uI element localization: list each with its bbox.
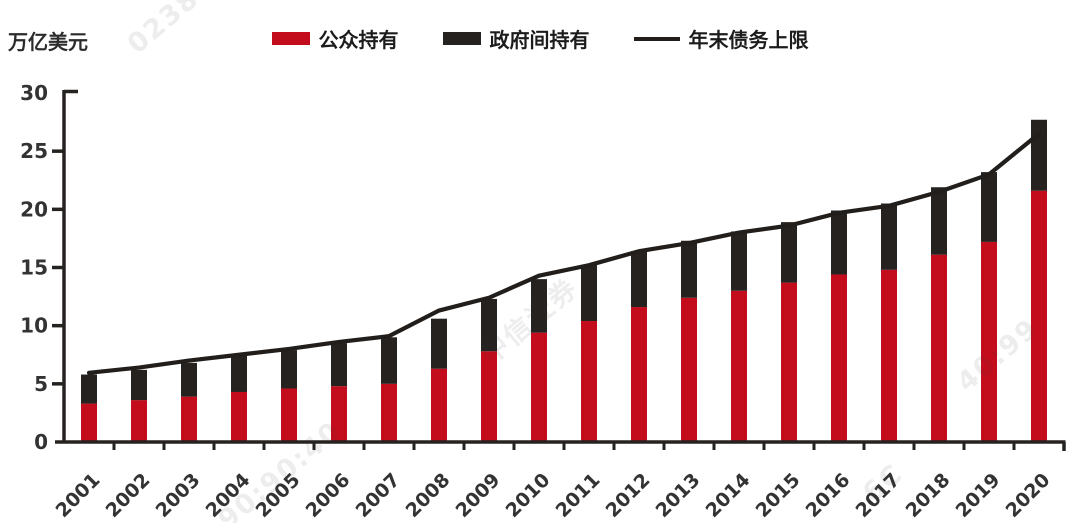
x-tick-label-2006: 2006 <box>302 469 355 522</box>
x-tick-label-2001: 2001 <box>52 469 105 522</box>
bar-public-2014 <box>731 290 747 442</box>
bar-intragov-2016 <box>831 210 847 275</box>
x-tick-label-2020: 2020 <box>1002 469 1055 522</box>
bar-public-2001 <box>81 403 97 442</box>
y-tick-label-10: 10 <box>20 314 48 338</box>
x-tick-label-2012: 2012 <box>602 469 655 522</box>
bar-public-2006 <box>331 386 347 442</box>
ceiling-line-series <box>86 131 1042 375</box>
y-tick-label-25: 25 <box>20 139 48 163</box>
x-tick-label-2015: 2015 <box>752 469 805 522</box>
x-tick-label-2017: 2017 <box>852 469 905 522</box>
y-tick-label-20: 20 <box>20 197 48 221</box>
x-tick-label-2013: 2013 <box>652 469 705 522</box>
bar-public-2008 <box>431 368 447 442</box>
x-tick-label-2003: 2003 <box>152 469 205 522</box>
bar-public-2007 <box>381 383 397 442</box>
bar-intragov-2008 <box>431 318 447 369</box>
legend-label-public: 公众持有 <box>318 28 399 52</box>
bar-public-2020 <box>1031 190 1047 442</box>
bar-public-2019 <box>981 241 997 442</box>
y-tick-label-30: 30 <box>20 81 48 105</box>
bar-public-2002 <box>131 400 147 442</box>
bar-intragov-2005 <box>281 350 297 389</box>
legend-swatch-ceiling-line-icon <box>633 36 680 41</box>
bar-public-2003 <box>181 396 197 442</box>
y-tick-label-0: 0 <box>34 430 48 454</box>
bar-intragov-2011 <box>581 265 597 322</box>
bar-intragov-2013 <box>681 240 697 298</box>
bar-intragov-2004 <box>231 355 247 392</box>
legend-label-intragov: 政府间持有 <box>489 28 590 52</box>
legend-swatch-intragov-icon <box>442 32 481 45</box>
bar-intragov-2006 <box>331 343 347 387</box>
legend-label-ceiling: 年末债务上限 <box>688 28 809 52</box>
bar-intragov-2010 <box>531 279 547 333</box>
x-tick-label-2007: 2007 <box>352 469 405 522</box>
bar-public-2012 <box>631 307 647 442</box>
bar-intragov-2015 <box>781 222 797 283</box>
bar-public-2011 <box>581 321 597 442</box>
bar-intragov-2002 <box>131 369 147 401</box>
bar-public-2015 <box>781 282 797 442</box>
x-tick-label-2005: 2005 <box>252 469 305 522</box>
bar-intragov-2001 <box>81 374 97 404</box>
x-tick-label-2014: 2014 <box>702 469 755 522</box>
bar-public-2013 <box>681 297 697 442</box>
x-tick-label-2010: 2010 <box>502 469 555 522</box>
bar-public-2004 <box>231 391 247 442</box>
bar-public-2009 <box>481 351 497 442</box>
bar-intragov-2003 <box>181 362 197 397</box>
x-tick-label-2009: 2009 <box>452 469 505 522</box>
bar-intragov-2012 <box>631 251 647 308</box>
bar-public-2005 <box>281 388 297 442</box>
legend-item-intragov: 政府间持有 <box>442 24 590 53</box>
bar-intragov-2018 <box>931 187 947 255</box>
bar-intragov-2009 <box>481 298 497 352</box>
legend-swatch-public-icon <box>271 32 310 45</box>
x-tick-label-2002: 2002 <box>102 469 155 522</box>
bar-intragov-2014 <box>731 231 747 291</box>
y-axis-unit-label: 万亿美元 <box>8 30 88 54</box>
bar-public-2018 <box>931 254 947 442</box>
bar-intragov-2019 <box>981 172 997 242</box>
x-tick-label-2019: 2019 <box>952 469 1005 522</box>
x-tick-label-2018: 2018 <box>902 469 955 522</box>
x-tick-label-2004: 2004 <box>202 469 255 522</box>
x-tick-label-2011: 2011 <box>552 469 605 522</box>
legend-item-ceiling: 年末债务上限 <box>633 24 809 53</box>
x-tick-label-2008: 2008 <box>402 469 455 522</box>
x-tick-label-2016: 2016 <box>802 469 855 522</box>
y-tick-label-5: 5 <box>34 372 48 396</box>
legend-item-public: 公众持有 <box>271 24 399 53</box>
bar-public-2010 <box>531 332 547 442</box>
bar-intragov-2020 <box>1031 119 1047 191</box>
chart-legend: 公众持有 政府间持有 年末债务上限 <box>0 24 1080 53</box>
bar-intragov-2017 <box>881 203 897 270</box>
y-tick-label-15: 15 <box>20 256 48 280</box>
bar-public-2016 <box>831 274 847 442</box>
bar-public-2017 <box>881 269 897 442</box>
bar-intragov-2007 <box>381 337 397 384</box>
